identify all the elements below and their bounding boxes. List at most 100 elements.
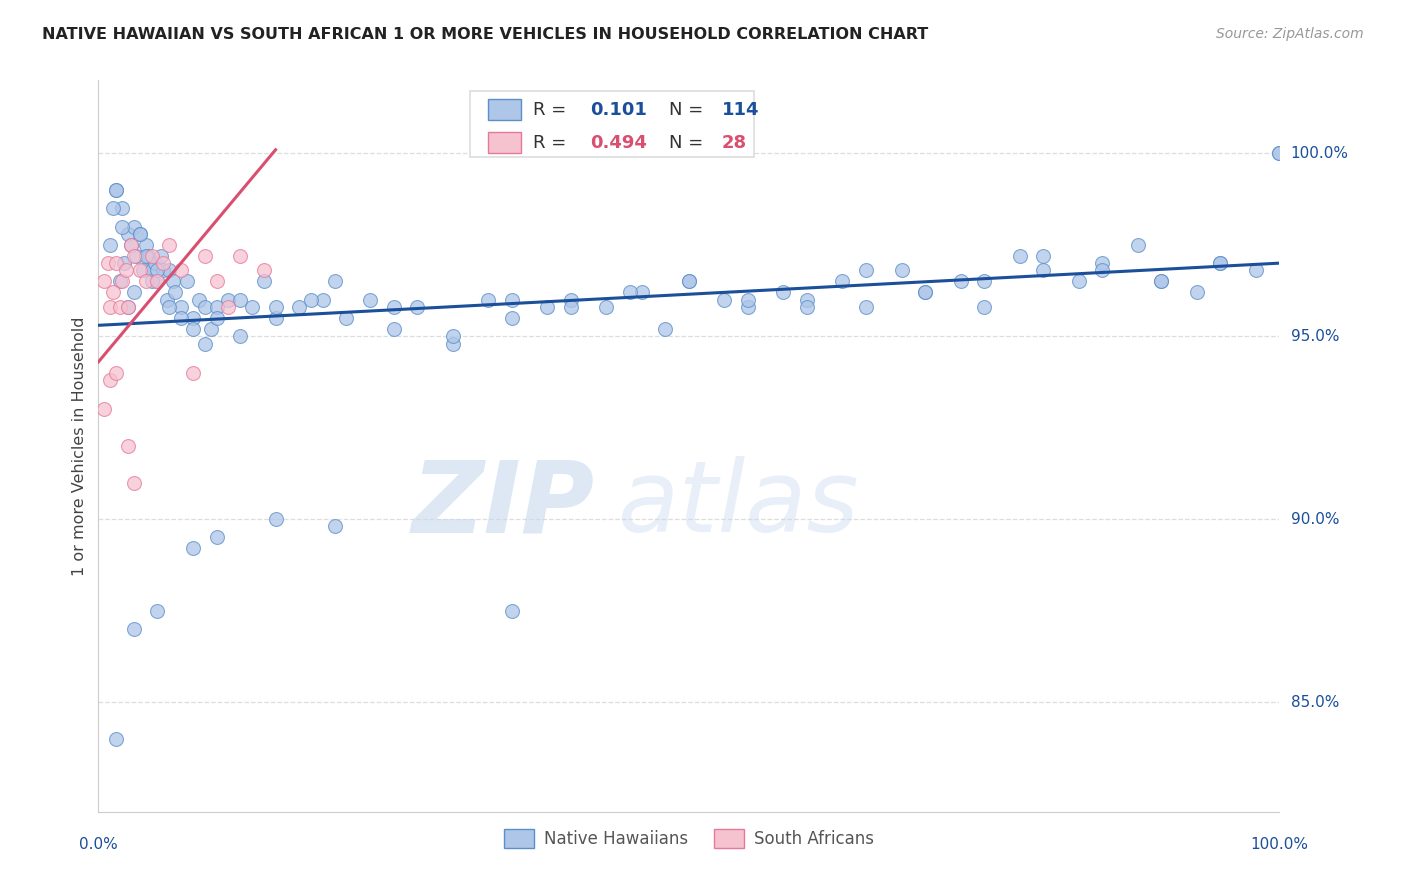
Point: [194, 300, 217, 314]
Point: [205, 274, 228, 288]
Point: [1244, 263, 1267, 277]
Point: [1032, 249, 1054, 263]
Point: [200, 322, 222, 336]
Point: [914, 285, 936, 300]
Point: [890, 263, 912, 277]
Point: [772, 285, 794, 300]
Point: [914, 285, 936, 300]
Point: [949, 274, 972, 288]
Point: [382, 300, 405, 314]
Legend: Native Hawaiians, South Africans: Native Hawaiians, South Africans: [498, 822, 880, 855]
Point: [181, 311, 204, 326]
Point: [122, 622, 145, 636]
Point: [619, 285, 641, 300]
Point: [536, 300, 558, 314]
Point: [117, 300, 139, 314]
Point: [264, 512, 287, 526]
Point: [1268, 146, 1291, 161]
Point: [737, 293, 759, 307]
Point: [1032, 263, 1054, 277]
Text: 95.0%: 95.0%: [1291, 329, 1339, 343]
Point: [111, 202, 134, 216]
Y-axis label: 1 or more Vehicles in Household: 1 or more Vehicles in Household: [72, 317, 87, 575]
Point: [973, 274, 995, 288]
Point: [105, 731, 128, 746]
Point: [205, 530, 228, 544]
Point: [205, 300, 228, 314]
Point: [737, 300, 759, 314]
Point: [229, 329, 252, 343]
Point: [1185, 285, 1208, 300]
Point: [335, 311, 357, 326]
Point: [264, 300, 287, 314]
Text: 0.0%: 0.0%: [79, 837, 118, 852]
Point: [441, 329, 464, 343]
Point: [121, 237, 143, 252]
Point: [1268, 146, 1291, 161]
Point: [312, 293, 335, 307]
Point: [406, 300, 429, 314]
Text: 0.101: 0.101: [589, 101, 647, 119]
Point: [98, 300, 121, 314]
Text: 28: 28: [723, 134, 747, 152]
Point: [181, 322, 204, 336]
Point: [253, 263, 276, 277]
Point: [240, 300, 263, 314]
Text: 85.0%: 85.0%: [1291, 695, 1339, 709]
Point: [796, 293, 818, 307]
Point: [141, 263, 163, 277]
Point: [98, 237, 121, 252]
Point: [162, 274, 184, 288]
Point: [105, 366, 128, 380]
Text: atlas: atlas: [619, 456, 859, 553]
Point: [205, 311, 228, 326]
Point: [678, 274, 700, 288]
Text: R =: R =: [533, 101, 572, 119]
Point: [253, 274, 276, 288]
Point: [146, 263, 169, 277]
Point: [111, 219, 134, 234]
Text: Source: ZipAtlas.com: Source: ZipAtlas.com: [1216, 27, 1364, 41]
Point: [181, 541, 204, 556]
Point: [156, 293, 179, 307]
Text: 100.0%: 100.0%: [1250, 837, 1309, 852]
Point: [170, 263, 193, 277]
Point: [122, 475, 145, 490]
Point: [170, 300, 193, 314]
Point: [136, 249, 159, 263]
Point: [152, 256, 174, 270]
Point: [157, 263, 180, 277]
Point: [477, 293, 499, 307]
Point: [98, 373, 121, 387]
Point: [117, 227, 139, 241]
Point: [146, 603, 169, 617]
Point: [217, 293, 239, 307]
Point: [117, 300, 139, 314]
Point: [108, 274, 131, 288]
Bar: [488, 132, 522, 153]
Point: [855, 300, 877, 314]
Point: [141, 249, 163, 263]
Point: [855, 263, 877, 277]
Point: [217, 300, 239, 314]
Point: [973, 300, 995, 314]
Point: [146, 274, 169, 288]
Point: [114, 263, 136, 277]
Point: [143, 256, 166, 270]
Text: 100.0%: 100.0%: [1291, 146, 1348, 161]
Text: N =: N =: [669, 101, 709, 119]
Point: [501, 293, 523, 307]
Point: [150, 249, 173, 263]
Point: [135, 274, 157, 288]
Text: R =: R =: [533, 134, 572, 152]
Point: [121, 237, 143, 252]
Text: 114: 114: [723, 101, 759, 119]
Point: [132, 263, 155, 277]
Point: [654, 322, 676, 336]
Point: [105, 183, 128, 197]
Point: [165, 285, 187, 300]
Point: [128, 227, 150, 241]
Bar: [488, 99, 522, 120]
Point: [1091, 256, 1114, 270]
Point: [101, 202, 124, 216]
